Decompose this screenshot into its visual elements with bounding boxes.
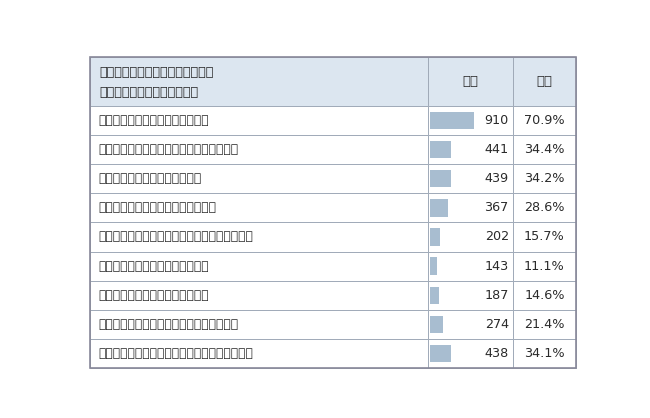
- Text: 70.9%: 70.9%: [524, 114, 565, 127]
- Bar: [428, 164, 513, 193]
- Bar: [513, 193, 576, 222]
- Text: 34.2%: 34.2%: [524, 172, 565, 185]
- Bar: [513, 252, 576, 281]
- Bar: [90, 252, 428, 281]
- Bar: [430, 257, 437, 275]
- Text: 給与や待遇、就職におけるメリットのため: 給与や待遇、就職におけるメリットのため: [98, 143, 239, 156]
- Bar: [90, 56, 428, 106]
- Bar: [430, 170, 451, 187]
- Text: 187: 187: [484, 289, 509, 302]
- Bar: [513, 310, 576, 339]
- Bar: [428, 281, 513, 310]
- Bar: [513, 56, 576, 106]
- Bar: [513, 222, 576, 252]
- Text: 439: 439: [485, 172, 509, 185]
- Bar: [90, 193, 428, 222]
- Text: 367: 367: [484, 201, 509, 214]
- Text: 患者向けの広告に活用できるため: 患者向けの広告に活用できるため: [98, 260, 209, 273]
- Text: きっかけ・理由（複数回答）: きっかけ・理由（複数回答）: [99, 86, 198, 99]
- Bar: [428, 339, 513, 368]
- Text: 医師以外のスタッフからの信頼を得られるため: 医師以外のスタッフからの信頼を得られるため: [98, 230, 254, 244]
- Bar: [430, 345, 451, 362]
- Text: 274: 274: [485, 318, 509, 331]
- Bar: [428, 222, 513, 252]
- Bar: [513, 106, 576, 135]
- Bar: [90, 135, 428, 164]
- Text: 14.6%: 14.6%: [524, 289, 565, 302]
- Text: 専門医資格を取得しようと思った: 専門医資格を取得しようと思った: [99, 66, 214, 79]
- Bar: [430, 199, 448, 217]
- Text: 441: 441: [485, 143, 509, 156]
- Text: 他の医師からの信頼を得られるため: 他の医師からの信頼を得られるため: [98, 201, 216, 214]
- Bar: [430, 141, 451, 158]
- Text: 後輩医師などの指導に有用なため: 後輩医師などの指導に有用なため: [98, 289, 209, 302]
- Text: 34.4%: 34.4%: [524, 143, 565, 156]
- Text: 職場や医局などの他の医師が取得しているため: 職場や医局などの他の医師が取得しているため: [98, 347, 254, 360]
- Text: 28.6%: 28.6%: [524, 201, 565, 214]
- Text: 438: 438: [484, 347, 509, 360]
- Bar: [513, 281, 576, 310]
- Text: 上司や同僚などから取得を勧められたため: 上司や同僚などから取得を勧められたため: [98, 318, 239, 331]
- Bar: [430, 228, 439, 246]
- Text: 人数: 人数: [462, 75, 478, 88]
- Text: 11.1%: 11.1%: [524, 260, 565, 273]
- Text: 143: 143: [484, 260, 509, 273]
- Bar: [428, 106, 513, 135]
- Bar: [428, 193, 513, 222]
- Bar: [90, 281, 428, 310]
- Bar: [90, 339, 428, 368]
- Text: 患者からの信頼を得られるため: 患者からの信頼を得られるため: [98, 172, 202, 185]
- Bar: [513, 339, 576, 368]
- Text: 21.4%: 21.4%: [524, 318, 565, 331]
- Bar: [513, 135, 576, 164]
- Bar: [430, 112, 474, 129]
- Bar: [430, 287, 439, 304]
- Bar: [90, 164, 428, 193]
- Bar: [428, 310, 513, 339]
- Text: 202: 202: [485, 230, 509, 244]
- Bar: [90, 222, 428, 252]
- Text: 割合: 割合: [536, 75, 552, 88]
- Text: 34.1%: 34.1%: [524, 347, 565, 360]
- Bar: [428, 56, 513, 106]
- Bar: [428, 135, 513, 164]
- Bar: [428, 252, 513, 281]
- Text: 910: 910: [484, 114, 509, 127]
- Bar: [430, 316, 443, 333]
- Text: 15.7%: 15.7%: [524, 230, 565, 244]
- Bar: [513, 164, 576, 193]
- Bar: [90, 310, 428, 339]
- Bar: [90, 106, 428, 135]
- Text: 自身のスキル・知識の向上のため: 自身のスキル・知識の向上のため: [98, 114, 209, 127]
